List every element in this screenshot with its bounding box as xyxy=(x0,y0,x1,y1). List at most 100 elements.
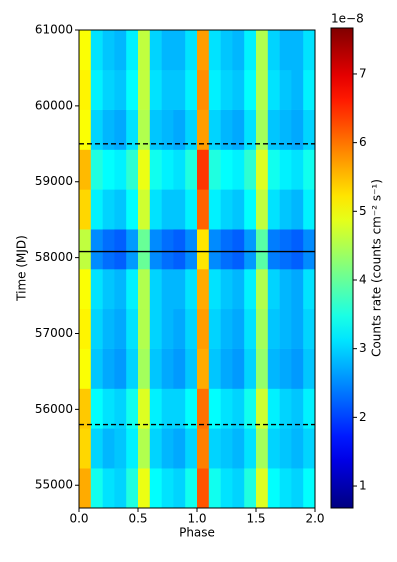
heatmap-cell xyxy=(102,388,115,429)
heatmap-cell xyxy=(208,348,221,389)
heatmap-cell xyxy=(185,428,198,469)
heatmap-cell xyxy=(232,69,245,110)
heatmap-cell xyxy=(138,388,151,429)
y-tick-label: 58000 xyxy=(35,250,73,264)
heatmap-cell xyxy=(149,388,162,429)
heatmap-cell xyxy=(303,468,316,509)
heatmap-cell xyxy=(208,69,221,110)
colorbar-label: Counts rate (counts cm⁻² s⁻¹) xyxy=(370,179,384,357)
colorbar-tick-label: 1 xyxy=(359,479,367,493)
heatmap-cell xyxy=(197,149,210,190)
heatmap-cell xyxy=(138,428,151,469)
heatmap-cell xyxy=(256,69,269,110)
heatmap-cell xyxy=(79,149,92,190)
heatmap-cell xyxy=(279,468,292,509)
heatmap-cell xyxy=(279,308,292,349)
heatmap-cell xyxy=(126,468,139,509)
heatmap-cell xyxy=(303,348,316,389)
heatmap-cell xyxy=(173,30,186,71)
heatmap-cell xyxy=(173,348,186,389)
heatmap-cell xyxy=(138,468,151,509)
heatmap-cell xyxy=(126,269,139,310)
heatmap-cell xyxy=(244,308,257,349)
heatmap-cell xyxy=(220,30,233,71)
heatmap-cell xyxy=(279,149,292,190)
heatmap-cell xyxy=(90,388,103,429)
heatmap-cell xyxy=(102,229,115,270)
heatmap-cell xyxy=(291,468,304,509)
heatmap-cell xyxy=(267,189,280,230)
heatmap-cell xyxy=(102,348,115,389)
colorbar-tick-label: 4 xyxy=(359,272,367,286)
heatmap-cell xyxy=(79,69,92,110)
colorbar-tick-label: 7 xyxy=(359,66,367,80)
heatmap-cell xyxy=(79,348,92,389)
heatmap-cell xyxy=(256,428,269,469)
heatmap-cell xyxy=(126,388,139,429)
heatmap-cell xyxy=(149,229,162,270)
heatmap-cell xyxy=(90,69,103,110)
heatmap-cell xyxy=(208,149,221,190)
heatmap-cell xyxy=(90,269,103,310)
heatmap-cell xyxy=(256,30,269,71)
y-tick-label: 55000 xyxy=(35,478,73,492)
heatmap-cell xyxy=(185,149,198,190)
colorbar-tick-label: 5 xyxy=(359,204,367,218)
heatmap-cell xyxy=(244,428,257,469)
heatmap-cell xyxy=(114,149,127,190)
heatmap-cell xyxy=(279,388,292,429)
heatmap-cell xyxy=(114,30,127,71)
heatmap-cell xyxy=(185,189,198,230)
heatmap-cell xyxy=(114,269,127,310)
heatmap-cell xyxy=(114,109,127,150)
heatmap-cell xyxy=(256,348,269,389)
colorbar-tick-label: 3 xyxy=(359,341,367,355)
heatmap-cell xyxy=(208,308,221,349)
heatmap-cell xyxy=(256,468,269,509)
heatmap-cell xyxy=(279,189,292,230)
heatmap-cell xyxy=(79,428,92,469)
heatmap-cell xyxy=(114,348,127,389)
heatmap-cell xyxy=(208,428,221,469)
heatmap-cell xyxy=(185,109,198,150)
heatmap xyxy=(79,30,316,509)
heatmap-cell xyxy=(291,149,304,190)
heatmap-cell xyxy=(161,468,174,509)
heatmap-cell xyxy=(126,428,139,469)
heatmap-cell xyxy=(161,348,174,389)
heatmap-cell xyxy=(161,109,174,150)
heatmap-cell xyxy=(138,149,151,190)
heatmap-cell xyxy=(149,149,162,190)
heatmap-cell xyxy=(79,30,92,71)
heatmap-cell xyxy=(244,69,257,110)
heatmap-cell xyxy=(244,348,257,389)
heatmap-cell xyxy=(185,229,198,270)
heatmap-cell xyxy=(102,189,115,230)
heatmap-cell xyxy=(102,30,115,71)
heatmap-cell xyxy=(149,30,162,71)
heatmap-cell xyxy=(102,269,115,310)
heatmap-cell xyxy=(197,388,210,429)
heatmap-cell xyxy=(126,69,139,110)
heatmap-cell xyxy=(173,388,186,429)
heatmap-cell xyxy=(279,109,292,150)
heatmap-cell xyxy=(208,269,221,310)
heatmap-cell xyxy=(90,428,103,469)
heatmap-cell xyxy=(267,69,280,110)
heatmap-cell xyxy=(197,468,210,509)
heatmap-cell xyxy=(149,269,162,310)
heatmap-cell xyxy=(232,189,245,230)
y-tick-label: 57000 xyxy=(35,326,73,340)
x-tick-label: 1.0 xyxy=(187,512,206,526)
heatmap-cell xyxy=(256,388,269,429)
heatmap-cell xyxy=(244,468,257,509)
heatmap-cell xyxy=(161,149,174,190)
heatmap-cell xyxy=(208,109,221,150)
heatmap-cell xyxy=(90,229,103,270)
x-axis-label: Phase xyxy=(179,526,215,540)
heatmap-cell xyxy=(208,30,221,71)
heatmap-cell xyxy=(161,229,174,270)
heatmap-cell xyxy=(161,269,174,310)
heatmap-cell xyxy=(291,69,304,110)
heatmap-cell xyxy=(114,428,127,469)
